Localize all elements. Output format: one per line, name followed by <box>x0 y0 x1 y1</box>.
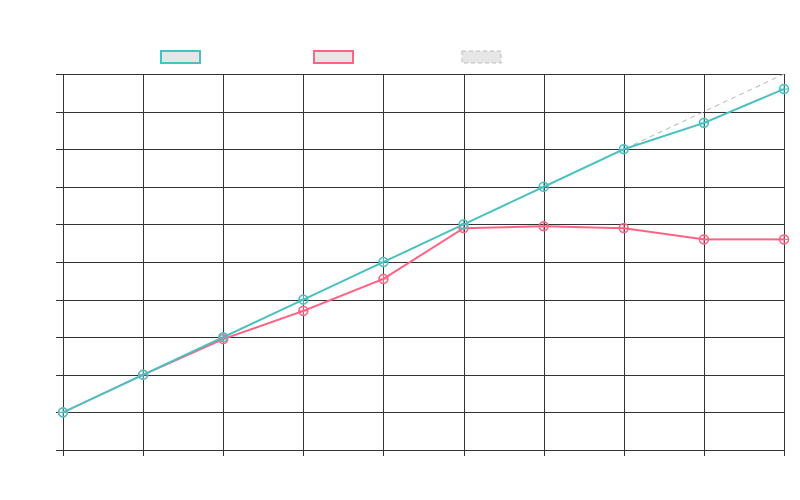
series-2-line <box>62 225 784 414</box>
series-1-point <box>778 83 790 95</box>
series-1-point <box>298 294 309 305</box>
series-2-point <box>698 234 710 245</box>
series-2-point <box>538 221 549 232</box>
series-1-point <box>57 407 69 418</box>
series-1-line <box>62 88 785 414</box>
grid <box>63 74 785 451</box>
series-2-point <box>378 273 389 285</box>
series-1-point <box>137 369 149 381</box>
series-2-point <box>778 234 790 245</box>
series-1-point <box>538 181 549 193</box>
series-2-point <box>298 305 309 317</box>
legend-swatch-series-1 <box>160 50 201 64</box>
legend-swatch-series-2 <box>313 50 354 64</box>
series-1-point <box>458 219 469 230</box>
series-1-point <box>618 143 630 155</box>
series-2-point <box>618 222 630 234</box>
series-1-point <box>698 117 710 129</box>
series-group <box>57 73 790 418</box>
axis-ticks <box>56 74 785 456</box>
legend <box>160 50 502 64</box>
series-1-point <box>217 331 229 343</box>
series-1-point <box>378 256 389 268</box>
legend-swatch-series-3 <box>461 50 502 64</box>
